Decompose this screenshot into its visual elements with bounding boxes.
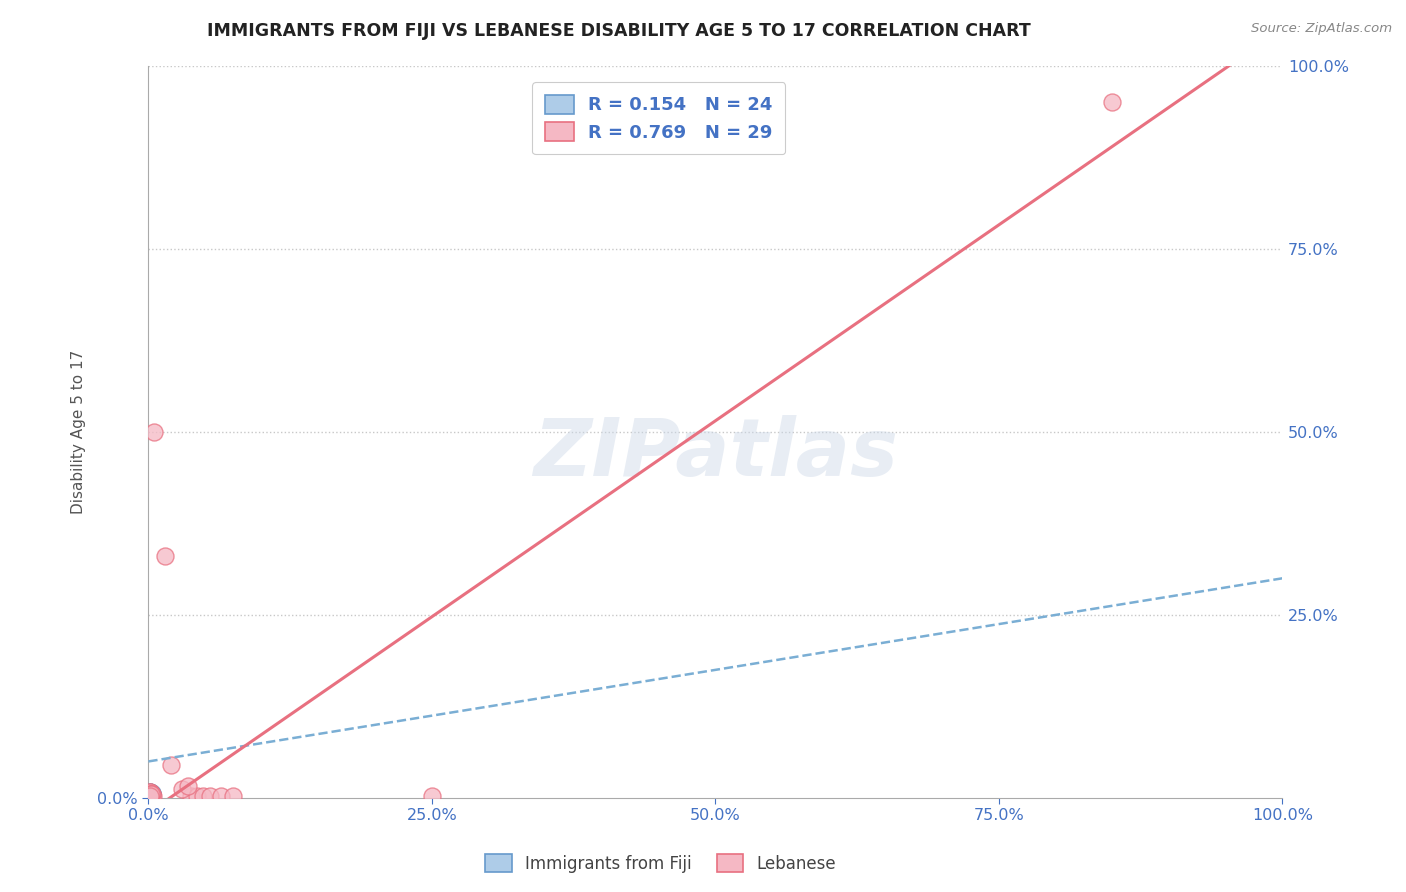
Legend: Immigrants from Fiji, Lebanese: Immigrants from Fiji, Lebanese bbox=[478, 847, 844, 880]
Text: ZIPatlas: ZIPatlas bbox=[533, 415, 898, 492]
Point bbox=[180, 789, 202, 803]
Y-axis label: Disability Age 5 to 17: Disability Age 5 to 17 bbox=[72, 350, 86, 514]
Point bbox=[139, 789, 162, 803]
Point bbox=[138, 785, 160, 799]
Point bbox=[155, 549, 177, 564]
Point bbox=[139, 787, 162, 801]
Point bbox=[139, 788, 162, 802]
Point bbox=[139, 787, 162, 801]
Point bbox=[139, 789, 162, 804]
Point bbox=[141, 789, 163, 803]
Point bbox=[139, 788, 162, 802]
Point bbox=[138, 788, 160, 802]
Point bbox=[138, 789, 160, 803]
Point bbox=[141, 788, 163, 802]
Point bbox=[191, 789, 214, 803]
Point bbox=[138, 789, 160, 803]
Point bbox=[139, 788, 162, 802]
Point bbox=[172, 781, 194, 796]
Point bbox=[139, 788, 162, 802]
Point bbox=[138, 787, 160, 801]
Point bbox=[138, 786, 160, 800]
Text: Source: ZipAtlas.com: Source: ZipAtlas.com bbox=[1251, 22, 1392, 36]
Point bbox=[139, 788, 162, 802]
Point bbox=[138, 785, 160, 799]
Point bbox=[1101, 95, 1123, 110]
Point bbox=[143, 425, 166, 439]
Point bbox=[222, 789, 245, 803]
Point bbox=[139, 789, 162, 803]
Point bbox=[141, 788, 163, 802]
Point bbox=[138, 788, 160, 802]
Point bbox=[141, 787, 163, 801]
Point bbox=[177, 780, 200, 794]
Point bbox=[142, 789, 165, 803]
Point bbox=[138, 785, 160, 799]
Point bbox=[138, 788, 160, 802]
Point bbox=[141, 786, 163, 800]
Point bbox=[186, 789, 208, 803]
Point bbox=[139, 789, 162, 804]
Point bbox=[160, 758, 183, 772]
Point bbox=[139, 788, 162, 802]
Point bbox=[141, 788, 163, 802]
Point bbox=[138, 786, 160, 800]
Point bbox=[198, 789, 221, 803]
Point bbox=[420, 789, 443, 803]
Point bbox=[138, 789, 160, 803]
Point bbox=[138, 785, 160, 799]
Point bbox=[138, 788, 160, 802]
Point bbox=[141, 787, 163, 801]
Point bbox=[139, 786, 162, 800]
Point bbox=[209, 789, 232, 803]
Legend: R = 0.154   N = 24, R = 0.769   N = 29: R = 0.154 N = 24, R = 0.769 N = 29 bbox=[531, 82, 785, 154]
Point bbox=[138, 789, 160, 803]
Point bbox=[139, 788, 162, 802]
Point bbox=[139, 789, 162, 804]
Point bbox=[138, 787, 160, 801]
Text: IMMIGRANTS FROM FIJI VS LEBANESE DISABILITY AGE 5 TO 17 CORRELATION CHART: IMMIGRANTS FROM FIJI VS LEBANESE DISABIL… bbox=[207, 22, 1031, 40]
Point bbox=[138, 789, 160, 803]
